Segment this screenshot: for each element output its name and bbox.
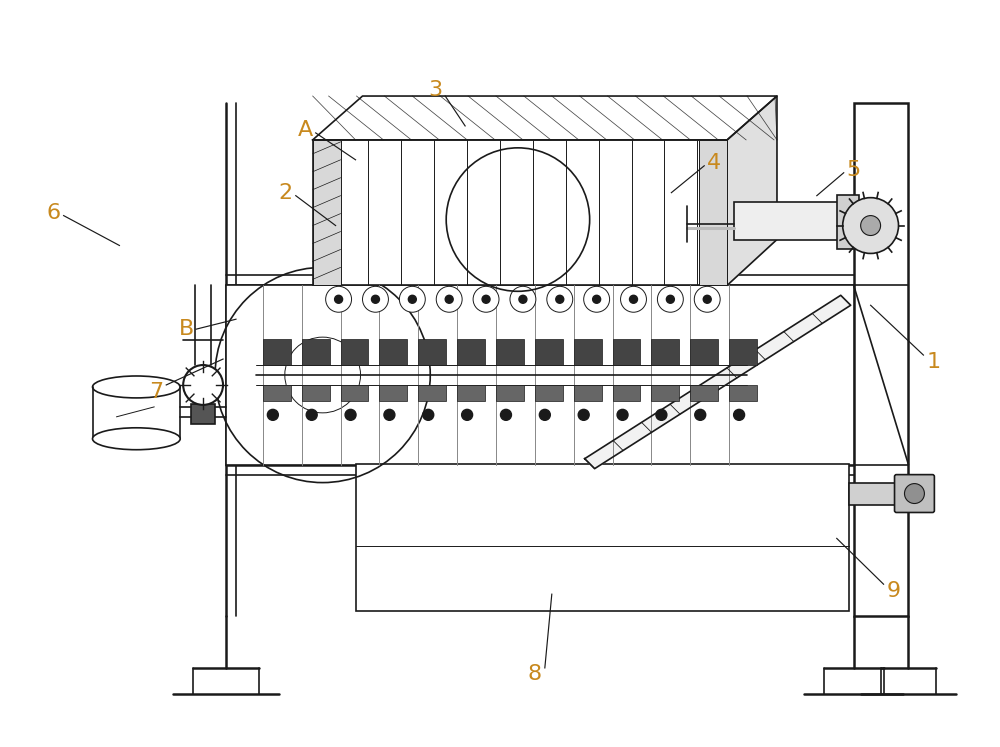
Circle shape [408,295,416,303]
Circle shape [462,409,473,421]
Circle shape [500,409,511,421]
Circle shape [547,286,573,312]
Bar [263,385,291,401]
Circle shape [436,286,462,312]
Circle shape [657,286,683,312]
Bar [613,339,640,365]
Bar [302,339,330,365]
Text: 1: 1 [926,352,940,372]
Bar [651,339,679,365]
Bar [313,140,727,285]
Text: 4: 4 [707,153,721,173]
Bar [457,385,485,401]
Bar [734,202,839,240]
Circle shape [617,409,628,421]
Bar [574,339,602,365]
Bar [837,195,859,249]
Polygon shape [727,96,777,285]
Circle shape [183,365,223,405]
Circle shape [473,286,499,312]
Text: 8: 8 [528,664,542,684]
Bar [535,339,563,365]
Circle shape [593,295,601,303]
Polygon shape [313,96,777,140]
Text: 6: 6 [47,202,61,223]
Text: 5: 5 [847,160,861,180]
Bar [535,385,563,401]
Text: 2: 2 [279,183,293,202]
Circle shape [445,295,453,303]
Bar [226,285,854,465]
Bar [341,339,368,365]
Circle shape [384,409,395,421]
Bar [379,339,407,365]
Circle shape [694,286,720,312]
Circle shape [363,286,388,312]
Polygon shape [585,295,851,468]
Bar [379,385,407,401]
Bar [496,385,524,401]
Bar [699,140,727,285]
Circle shape [371,295,379,303]
Bar [651,385,679,401]
Text: 3: 3 [428,80,442,100]
Bar [849,483,901,504]
Circle shape [904,483,924,503]
Circle shape [621,286,646,312]
Bar [418,385,446,401]
Text: 7: 7 [149,382,163,402]
Bar [263,339,291,365]
Circle shape [510,286,536,312]
Circle shape [519,295,527,303]
Bar [341,385,368,401]
Bar [690,385,718,401]
Bar [613,385,640,401]
Circle shape [666,295,674,303]
Text: B: B [179,319,194,339]
Circle shape [656,409,667,421]
Bar [191,404,215,424]
Circle shape [345,409,356,421]
Circle shape [399,286,425,312]
Bar [313,140,341,285]
Circle shape [335,295,343,303]
Circle shape [326,286,352,312]
Bar [418,339,446,365]
Circle shape [703,295,711,303]
Circle shape [578,409,589,421]
Circle shape [306,409,317,421]
Ellipse shape [93,376,180,398]
Bar [729,339,757,365]
Bar [457,339,485,365]
FancyBboxPatch shape [895,474,934,512]
Bar [729,385,757,401]
Circle shape [267,409,278,421]
Bar [690,339,718,365]
Bar [356,464,849,611]
Circle shape [584,286,610,312]
Circle shape [423,409,434,421]
Circle shape [539,409,550,421]
Circle shape [861,216,881,235]
Circle shape [843,198,899,253]
Bar [302,385,330,401]
Circle shape [734,409,745,421]
Ellipse shape [93,428,180,450]
Text: 9: 9 [886,581,901,601]
Circle shape [556,295,564,303]
Bar [496,339,524,365]
Bar [574,385,602,401]
Circle shape [482,295,490,303]
Text: A: A [298,120,313,140]
Circle shape [695,409,706,421]
Circle shape [630,295,637,303]
Bar [854,103,908,616]
